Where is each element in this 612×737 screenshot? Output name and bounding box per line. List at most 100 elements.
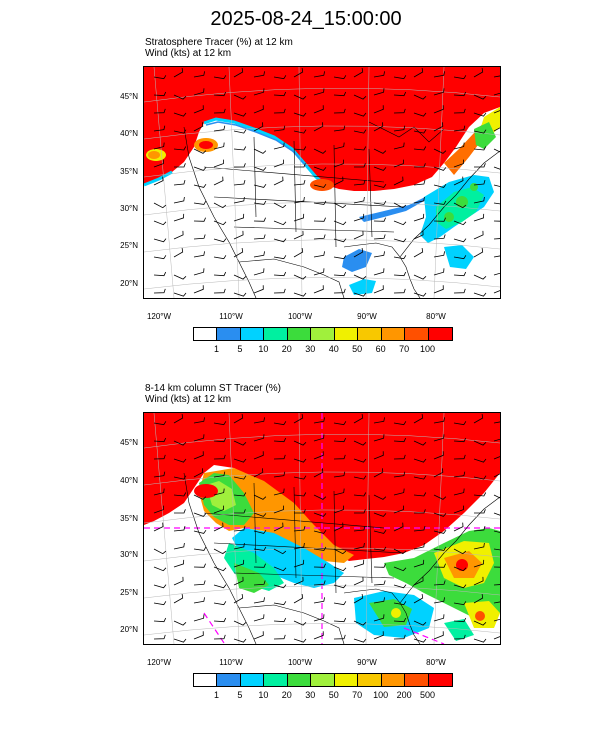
wind-barb bbox=[373, 183, 387, 188]
colorbar-label: 10 bbox=[258, 690, 269, 700]
wind-barb bbox=[193, 546, 207, 551]
wind-barb bbox=[393, 601, 407, 606]
wind-barb bbox=[213, 142, 225, 150]
wind-barb bbox=[493, 421, 500, 424]
wind-barb bbox=[373, 563, 386, 568]
wind-barb bbox=[173, 179, 186, 186]
wind-barb bbox=[233, 129, 247, 134]
wind-barb bbox=[373, 512, 387, 517]
wind-barb bbox=[153, 108, 166, 114]
wind-barb bbox=[233, 230, 244, 240]
wind-barb bbox=[393, 437, 407, 443]
wind-barb bbox=[373, 268, 385, 276]
wind-barb bbox=[213, 522, 224, 532]
wind-barb bbox=[233, 247, 244, 258]
wind-barb bbox=[193, 234, 206, 240]
wind-barb bbox=[173, 559, 185, 568]
wind-barb bbox=[373, 546, 387, 551]
wind-barb bbox=[193, 451, 204, 460]
wind-barb bbox=[253, 597, 265, 604]
wind-barb bbox=[473, 67, 484, 78]
wind-barb bbox=[153, 125, 166, 132]
panel2-map-graphic bbox=[144, 413, 500, 644]
wind-barb bbox=[413, 525, 426, 532]
wind-barb bbox=[213, 125, 226, 132]
wind-barb bbox=[493, 566, 500, 568]
wind-barb bbox=[433, 614, 445, 622]
panel1-lat-label: 40°N bbox=[120, 129, 138, 138]
wind-barb bbox=[493, 238, 500, 240]
wind-barb bbox=[493, 548, 500, 551]
wind-barb bbox=[213, 288, 226, 294]
colorbar-swatch bbox=[405, 674, 429, 686]
wind-barb bbox=[353, 525, 366, 532]
wind-barb bbox=[313, 285, 324, 294]
wind-barb bbox=[373, 166, 387, 171]
panel2-lat-label: 30°N bbox=[120, 550, 138, 559]
wind-barb bbox=[253, 614, 265, 622]
wind-barb bbox=[193, 512, 207, 517]
wind-barb bbox=[253, 529, 267, 534]
wind-barb bbox=[353, 67, 364, 78]
wind-barb bbox=[433, 148, 447, 154]
wind-barb bbox=[213, 202, 227, 209]
wind-barb bbox=[193, 148, 207, 154]
wind-barb bbox=[193, 563, 206, 568]
wind-barb bbox=[393, 421, 407, 426]
wind-barb bbox=[373, 234, 386, 240]
wind-barb bbox=[153, 584, 167, 589]
wind-barb bbox=[373, 122, 384, 132]
wind-barb bbox=[273, 91, 287, 97]
wind-barb bbox=[393, 617, 407, 623]
wind-barb bbox=[233, 179, 246, 186]
wind-barb bbox=[453, 566, 467, 572]
wind-barb bbox=[233, 638, 247, 643]
wind-barb bbox=[473, 196, 485, 204]
wind-barb bbox=[233, 542, 245, 550]
wind-barb bbox=[153, 566, 167, 572]
wind-barb bbox=[373, 468, 384, 478]
wind-barb bbox=[433, 546, 447, 551]
panel2-lat-label: 45°N bbox=[120, 438, 138, 447]
wind-barb bbox=[173, 638, 187, 643]
wind-barb bbox=[273, 202, 287, 209]
wind-barb bbox=[453, 108, 466, 114]
wind-barb bbox=[313, 451, 324, 460]
wind-barb bbox=[333, 108, 346, 114]
wind-barb bbox=[253, 71, 265, 78]
wind-barb bbox=[413, 620, 427, 626]
wind-barb bbox=[473, 475, 487, 480]
colorbar-swatch bbox=[217, 328, 241, 340]
wind-barb bbox=[313, 597, 325, 604]
wind-barb bbox=[353, 213, 365, 222]
wind-barb bbox=[193, 251, 205, 258]
wind-barb bbox=[393, 142, 405, 150]
wind-barb bbox=[373, 88, 385, 96]
wind-barb bbox=[473, 213, 485, 222]
colorbar-swatch bbox=[240, 674, 265, 686]
wind-barb bbox=[433, 494, 447, 500]
wind-barb bbox=[473, 638, 487, 643]
wind-barb bbox=[413, 458, 427, 463]
wind-barb bbox=[333, 220, 347, 226]
wind-barb bbox=[173, 542, 185, 550]
wind-barb bbox=[273, 634, 286, 640]
wind-barb bbox=[473, 458, 487, 463]
wind-barb bbox=[473, 94, 487, 100]
wind-barb bbox=[333, 271, 347, 277]
wind-barb bbox=[253, 251, 265, 258]
wind-barb bbox=[453, 584, 467, 589]
wind-barb bbox=[433, 88, 445, 96]
wind-barb bbox=[413, 559, 425, 568]
wind-barb bbox=[433, 468, 444, 478]
colorbar-swatch bbox=[311, 674, 335, 686]
panel2-lat-label: 20°N bbox=[120, 625, 138, 634]
wind-barb bbox=[313, 88, 325, 96]
wind-barb bbox=[293, 475, 307, 480]
wind-barb bbox=[253, 434, 265, 442]
wind-barb bbox=[213, 108, 226, 114]
wind-barb bbox=[393, 584, 407, 589]
panel1-subtitle-tracer: Stratosphere Tracer (%) at 12 km bbox=[145, 37, 293, 48]
wind-barb bbox=[293, 179, 306, 186]
panel2-map bbox=[143, 412, 501, 645]
